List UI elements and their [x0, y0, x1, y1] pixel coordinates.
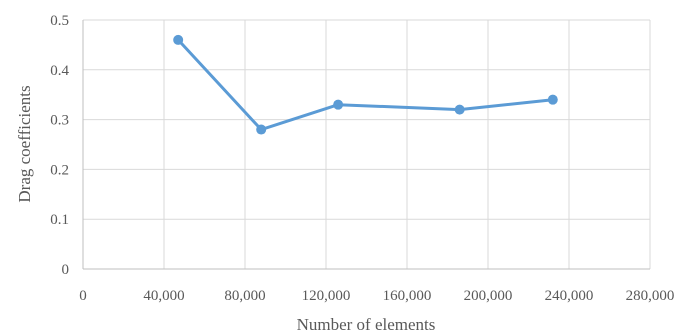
x-tick-label: 280,000: [626, 288, 675, 304]
data-point: [454, 104, 465, 115]
y-tick-label: 0.1: [50, 212, 69, 228]
y-tick-label: 0.4: [50, 63, 69, 79]
x-tick-label: 160,000: [383, 288, 432, 304]
axes: [82, 20, 650, 270]
y-tick-label: 0.2: [50, 162, 69, 178]
gridlines: [83, 19, 651, 269]
y-tick-label: 0.3: [50, 113, 69, 129]
x-tick-label: 80,000: [224, 288, 265, 304]
y-tick-labels: 0 0.1 0.2 0.3 0.4 0.5: [50, 13, 69, 278]
series-line: [177, 38, 553, 132]
x-tick-label: 120,000: [302, 288, 351, 304]
x-tick-label: 40,000: [143, 288, 184, 304]
x-axis-title: Number of elements: [297, 315, 436, 334]
x-tick-label: 240,000: [545, 288, 594, 304]
x-tick-labels: 0 40,000 80,000 120,000 160,000 200,000 240,00…: [79, 288, 674, 304]
y-axis-title: Drag coefficients: [15, 85, 34, 202]
x-tick-label: 200,000: [464, 288, 513, 304]
data-point: [547, 94, 558, 105]
y-tick-label: 0: [62, 262, 70, 278]
data-point: [333, 99, 344, 110]
data-point: [173, 34, 184, 45]
y-tick-label: 0.5: [50, 13, 69, 29]
x-tick-label: 0: [79, 288, 87, 304]
series-group: [173, 34, 558, 135]
data-point: [256, 124, 267, 135]
